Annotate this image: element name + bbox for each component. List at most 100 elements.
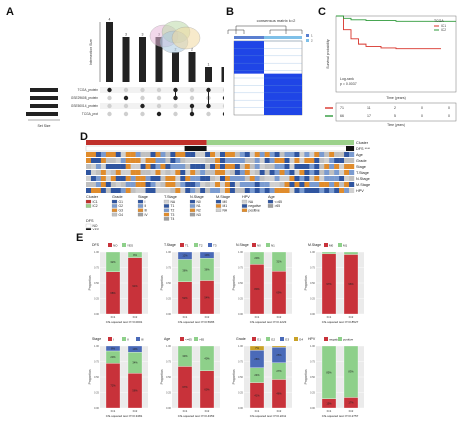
annotation-cell (145, 152, 151, 157)
legend-label: G1 (119, 200, 124, 204)
y-axis-label: Proportion (88, 369, 92, 384)
y-tick-label: 0.00 (166, 406, 172, 410)
matrix-dot (107, 87, 112, 93)
x-tick-label: IC2 (349, 409, 354, 413)
annotation-cell (259, 176, 265, 181)
annotation-cell (175, 152, 181, 157)
annotation-cell (90, 182, 97, 187)
dendrogram (227, 25, 303, 34)
bar-value-label: 3 (125, 33, 127, 37)
legend-swatch (194, 243, 198, 247)
legend-label: N1 (197, 204, 201, 208)
stacked-segment (321, 251, 337, 255)
legend-swatch (252, 243, 256, 247)
annotation-cell (165, 176, 171, 181)
annotation-cell (234, 158, 241, 163)
annotation-cell (289, 176, 295, 181)
annotation-cell (110, 182, 116, 187)
stacked-segment (199, 345, 215, 371)
annotation-cell (274, 158, 280, 163)
annotation-cell (269, 170, 275, 175)
annotation-cell (274, 170, 280, 175)
annotation-cell (215, 182, 221, 187)
annotation-cell (264, 170, 270, 175)
annotation-cell (125, 152, 131, 157)
annotation-cell (299, 152, 305, 157)
x-tick-label: IC2 (205, 315, 210, 319)
annotation-cell (90, 170, 97, 175)
annotation-cell (86, 182, 92, 187)
annotation-cell (289, 152, 295, 157)
annotation-cell (160, 176, 166, 181)
annotation-cell (170, 188, 176, 193)
annotation-cell (349, 158, 355, 163)
annotation-cell (130, 164, 136, 169)
annotation-cell (100, 158, 107, 163)
heatmap-title: consensus matrix k=2 (257, 18, 297, 23)
annotation-cell (215, 176, 221, 181)
segment-label: 68% (110, 291, 116, 295)
annotation-cell (299, 158, 305, 163)
annotation-cell (175, 182, 181, 187)
chart-legend-title: HPV (308, 337, 316, 341)
legend-label: N0 (257, 244, 261, 248)
segment-label: 69% (276, 291, 282, 295)
annotation-cell (210, 158, 216, 163)
matrix-dot (123, 95, 129, 101)
legend-label: N2 (197, 209, 201, 213)
row-label: HPV (356, 189, 364, 193)
annotation-cell (86, 164, 92, 169)
annotation-cell (309, 176, 315, 181)
legend-swatch (180, 337, 184, 341)
matrix-dot (140, 95, 145, 101)
annotation-cell (135, 152, 141, 157)
annotation-cell (294, 158, 300, 163)
annotation-cell (115, 152, 121, 157)
annotation-cell (249, 176, 255, 181)
annotation-cell (130, 176, 136, 181)
annotation-cell (294, 182, 300, 187)
segment-label: 36% (204, 267, 210, 271)
legend-swatch (189, 212, 196, 217)
annotation-cell (244, 164, 250, 169)
annotation-cell (115, 188, 121, 193)
legend-swatch (324, 337, 328, 341)
legend-swatch (266, 337, 270, 341)
cluster-block-1 (234, 41, 264, 74)
annotation-cell (279, 176, 285, 181)
legend-swatch (280, 337, 284, 341)
annotation-cell (224, 176, 231, 181)
annotation-cell (130, 188, 136, 193)
annotation-cell (200, 158, 206, 163)
segment-label: 34% (132, 361, 138, 365)
panel-label-c: C (318, 6, 326, 18)
legend-label: NO (113, 244, 118, 248)
legend-label: >65 (199, 338, 204, 342)
annotation-cell (349, 164, 355, 169)
annotation-cell (165, 158, 171, 163)
annotation-cell (110, 158, 116, 163)
segment-label: 36% (182, 269, 188, 273)
annotation-cell (95, 176, 102, 181)
risk-value: 11 (367, 106, 371, 110)
annotation-cell (220, 164, 226, 169)
annotation-cell (105, 176, 112, 181)
matrix-dot (206, 111, 211, 117)
annotation-cell (195, 152, 201, 157)
annotation-cell (239, 170, 246, 175)
annotation-cell (334, 170, 340, 175)
stacked-segment (177, 345, 193, 367)
legend-swatch (111, 212, 118, 217)
annotation-cell (115, 164, 121, 169)
annotation-cell (200, 164, 206, 169)
annotation-cell (314, 176, 320, 181)
matrix-dot (140, 87, 145, 93)
annotation-cell (195, 182, 201, 187)
annotation-cell (304, 170, 310, 175)
legend-label: G3 (119, 209, 124, 213)
annotation-cell (150, 182, 156, 187)
annotation-cell (185, 158, 191, 163)
annotation-cell (334, 188, 340, 193)
annotation-cell (215, 188, 221, 193)
annotation-cell (334, 164, 340, 169)
